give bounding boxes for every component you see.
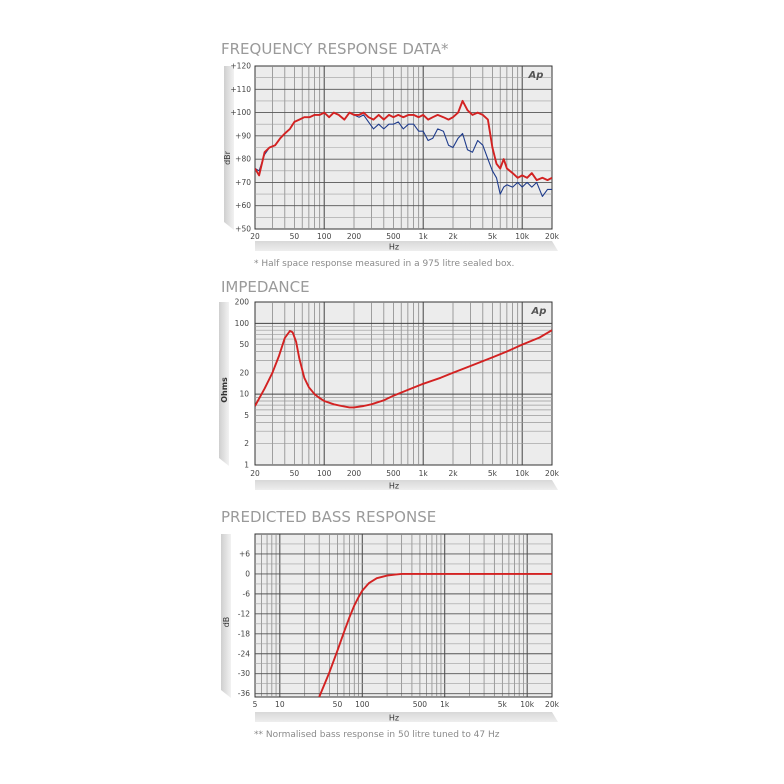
x-tick-label: 200: [347, 469, 362, 478]
x-axis-label: Hz: [389, 243, 399, 252]
y-tick-label: 200: [235, 298, 250, 307]
x-tick-label: 500: [386, 232, 401, 241]
y-tick-label: +6: [239, 549, 250, 558]
x-tick-label: 20k: [545, 700, 560, 709]
y-tick-labels: +120 +110 +100 +90 +80 +70 +60 +50: [230, 62, 251, 234]
x-axis-label: Hz: [389, 714, 399, 723]
y-axis-band: [219, 302, 229, 466]
y-axis-label: Ohms: [220, 377, 229, 403]
x-tick-label: 10k: [515, 232, 530, 241]
y-axis-label: dB: [222, 617, 231, 628]
bass-response-title: PREDICTED BASS RESPONSE: [221, 508, 436, 526]
x-tick-label: 50: [290, 469, 300, 478]
frequency-response-chart: FREQUENCY RESPONSE DATA* dBr +120 +110 +10…: [221, 40, 560, 269]
y-tick-label: -30: [238, 669, 250, 678]
x-tick-label: 2k: [448, 232, 458, 241]
x-tick-label: 5: [253, 700, 258, 709]
plot-area: [254, 301, 553, 466]
x-tick-label: 100: [317, 469, 332, 478]
x-tick-labels: 20 50 100 200 500 1k 2k 5k 10k 20k: [250, 232, 559, 241]
y-tick-label: +90: [235, 131, 251, 140]
plot-series: [255, 329, 552, 409]
x-tick-labels: 20 50 100 200 500 1k 2k 5k 10k 20k: [250, 469, 559, 478]
y-tick-label: -18: [238, 629, 250, 638]
x-tick-labels: 5 10 50 100 500 1k 5k 10k 20k: [253, 700, 560, 709]
y-tick-label: +100: [230, 108, 251, 117]
y-tick-label: -36: [238, 689, 250, 698]
x-tick-label: 50: [290, 232, 300, 241]
x-tick-label: 200: [347, 232, 362, 241]
plot-series: [255, 99, 552, 197]
x-tick-label: 10k: [520, 700, 535, 709]
impedance-title: IMPEDANCE: [221, 278, 310, 296]
plot-grid: [255, 66, 552, 229]
y-tick-label: +70: [235, 178, 251, 187]
plot-grid: [255, 302, 552, 465]
y-tick-label: -24: [238, 649, 250, 658]
x-tick-label: 2k: [448, 469, 458, 478]
y-tick-label: 1: [244, 461, 249, 470]
x-axis-band: [255, 712, 558, 722]
x-tick-label: 500: [386, 469, 401, 478]
y-tick-label: 20: [239, 368, 249, 377]
y-tick-label: 2: [244, 439, 249, 448]
series-line-0: [318, 572, 552, 697]
bass-response-note: ** Normalised bass response in 50 litre …: [254, 730, 500, 740]
y-tick-label: +50: [235, 225, 251, 234]
x-tick-label: 50: [333, 700, 343, 709]
x-tick-label: 100: [317, 232, 332, 241]
y-axis-band: [221, 534, 231, 698]
ap-logo: Ap: [531, 306, 547, 317]
y-tick-label: 100: [235, 319, 250, 328]
x-tick-label: 5k: [488, 469, 498, 478]
x-tick-label: 5k: [498, 700, 508, 709]
series-line-0: [255, 329, 552, 409]
frequency-response-title: FREQUENCY RESPONSE DATA*: [221, 40, 449, 58]
y-tick-label: 10: [239, 390, 249, 399]
x-axis-band: [255, 480, 558, 490]
x-tick-label: 1k: [419, 469, 429, 478]
y-tick-label: 0: [245, 569, 250, 578]
y-axis-band: [224, 66, 234, 230]
x-axis-band: [255, 241, 558, 251]
y-tick-label: -6: [243, 589, 251, 598]
x-tick-label: 1k: [440, 700, 450, 709]
y-tick-label: 5: [244, 411, 249, 420]
series-line-1: [255, 99, 552, 182]
y-tick-label: +120: [230, 62, 251, 71]
y-tick-labels: 200 100 50 20 10 5 2 1: [235, 298, 250, 470]
y-axis-label: dBr: [223, 150, 232, 165]
x-tick-label: 500: [413, 700, 428, 709]
plot-series: [318, 572, 552, 697]
x-axis-label: Hz: [389, 482, 399, 491]
x-tick-label: 10k: [515, 469, 530, 478]
y-tick-label: -12: [238, 609, 250, 618]
ap-logo: Ap: [528, 70, 544, 81]
plot-grid: [255, 534, 552, 697]
x-tick-label: 1k: [419, 232, 429, 241]
frequency-response-note: * Half space response measured in a 975 …: [254, 259, 514, 269]
predicted-bass-response-chart: PREDICTED BASS RESPONSE dB +6 0 -6 -12 -18 -2…: [221, 508, 560, 740]
x-tick-label: 20: [250, 232, 260, 241]
y-tick-labels: +6 0 -6 -12 -18 -24 -30 -36: [238, 549, 250, 698]
x-tick-label: 100: [355, 700, 370, 709]
x-tick-label: 10: [275, 700, 285, 709]
x-tick-label: 20: [250, 469, 260, 478]
x-tick-label: 20k: [545, 232, 560, 241]
x-tick-label: 5k: [488, 232, 498, 241]
x-tick-label: 20k: [545, 469, 560, 478]
plot-area: [254, 533, 553, 698]
y-tick-label: +60: [235, 201, 251, 210]
y-tick-label: +110: [230, 85, 251, 94]
y-tick-label: 50: [239, 340, 249, 349]
y-tick-label: +80: [235, 155, 251, 164]
